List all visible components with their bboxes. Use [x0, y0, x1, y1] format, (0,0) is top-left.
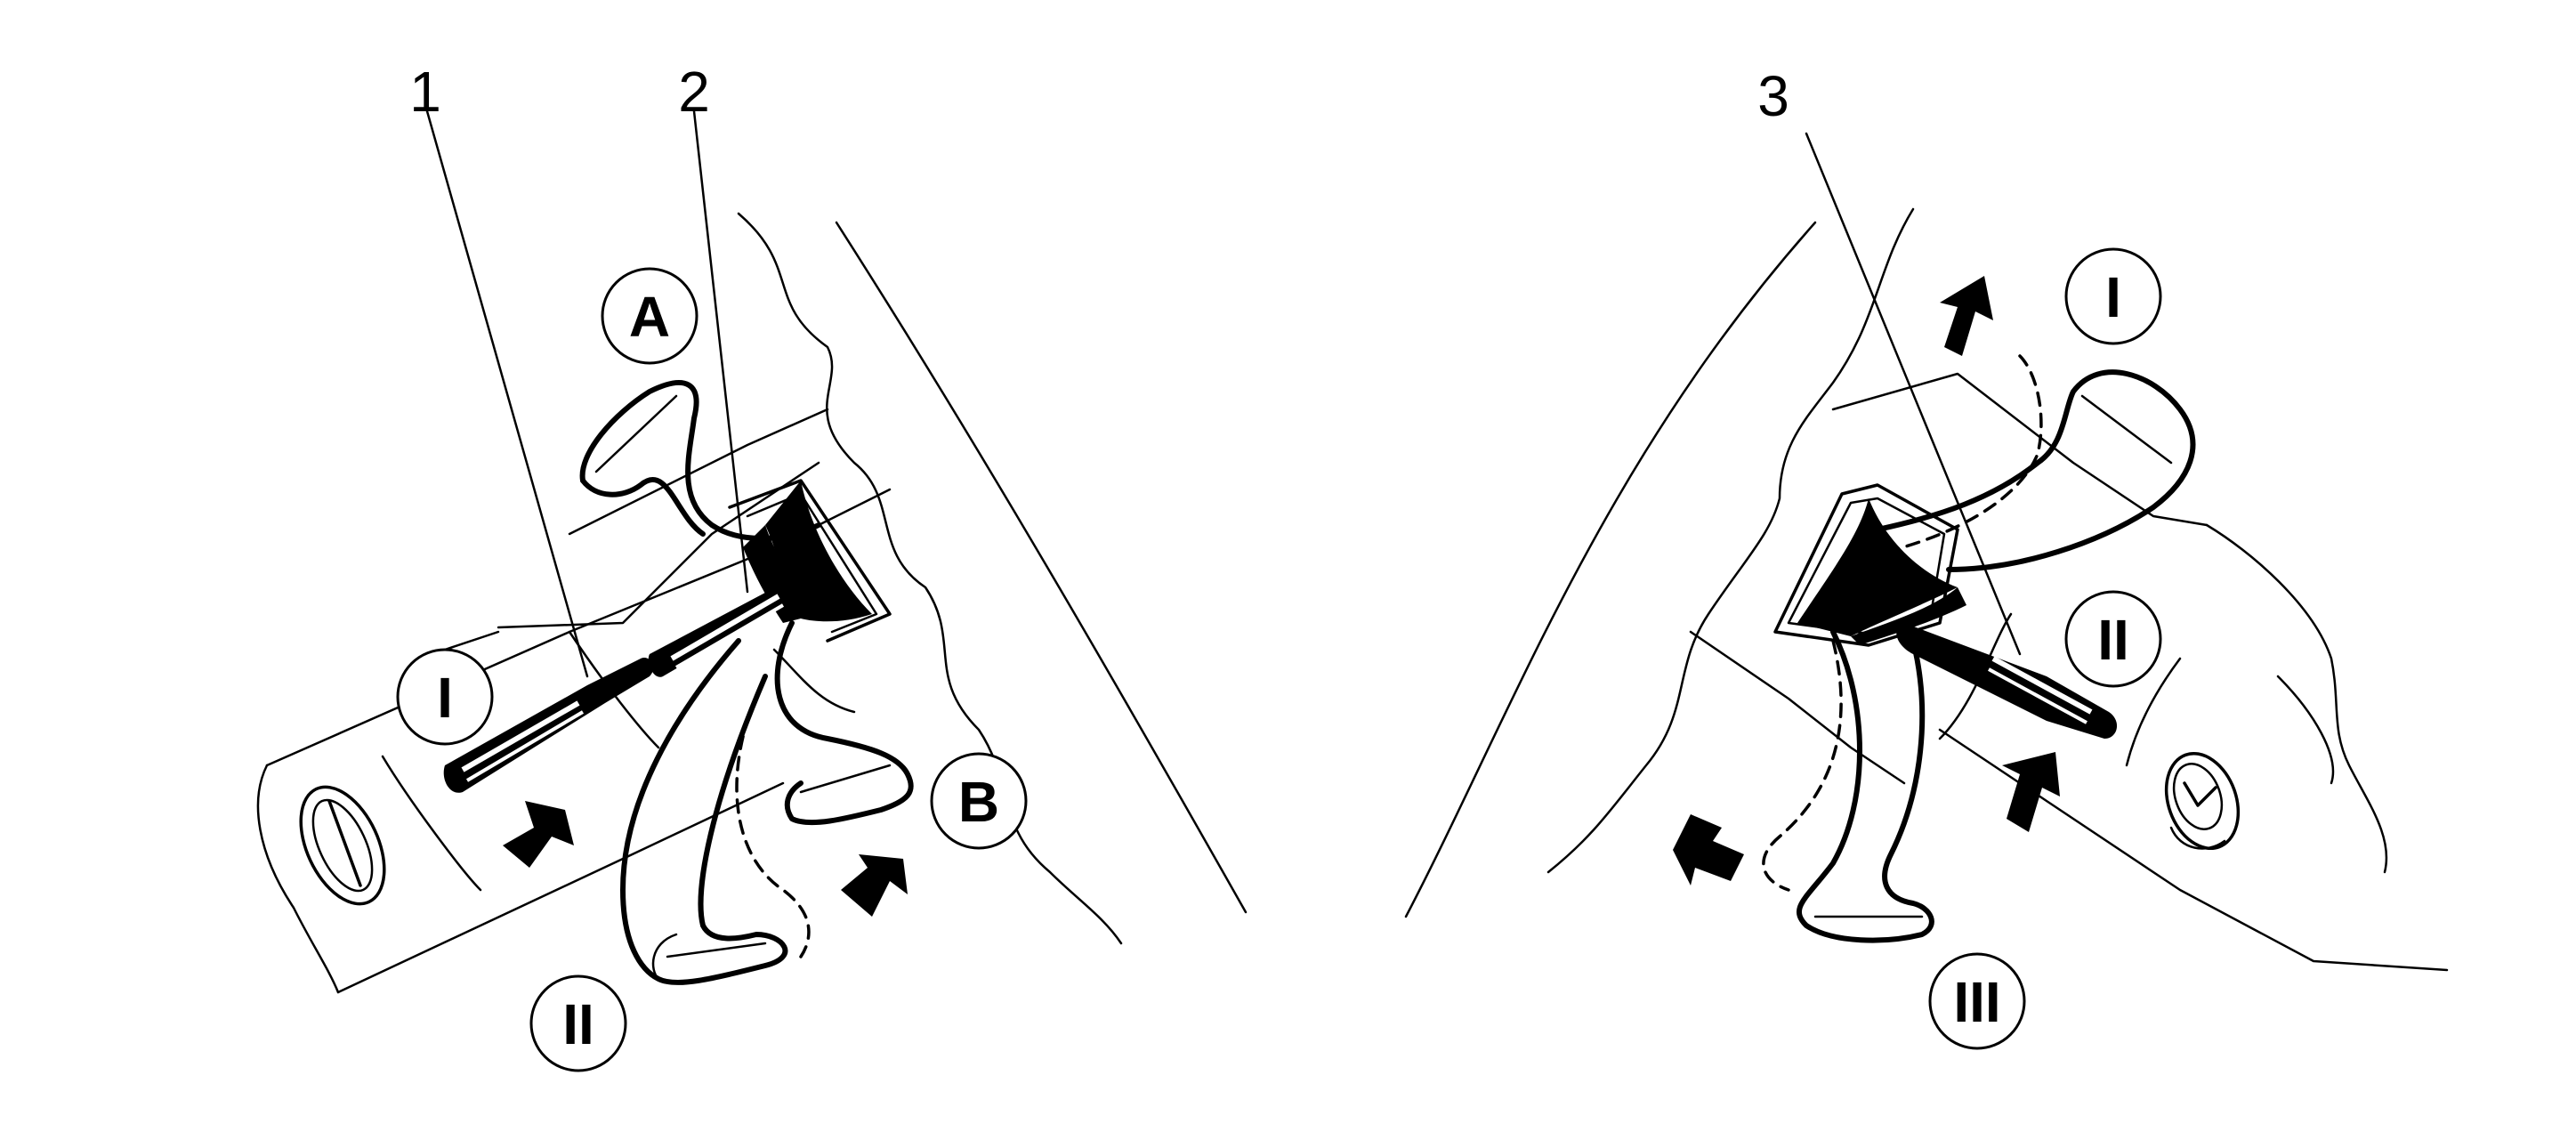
right-panel: 3 I II III [1404, 64, 2449, 1050]
left-small-lock [299, 785, 386, 906]
left-arrow-b-icon [841, 854, 908, 917]
right-label-iii: III [1928, 952, 2026, 1050]
left-label-ii: II [529, 974, 627, 1072]
right-label-i: I [2064, 247, 2162, 345]
key-1 [443, 658, 654, 793]
svg-text:A: A [629, 285, 670, 349]
lever-position-ii [620, 638, 811, 985]
left-lock-housing [728, 479, 892, 714]
right-arrow-i-icon [1940, 276, 1993, 356]
leader-line-3 [1805, 132, 2022, 656]
label-a: A [601, 267, 699, 365]
right-key [1896, 623, 2118, 739]
svg-text:II: II [2097, 608, 2129, 672]
right-small-lock [2164, 751, 2241, 851]
leader-line-2 [692, 109, 749, 594]
right-bodywork-lines [1404, 207, 2449, 972]
leader-line-1 [425, 109, 589, 678]
right-lever-position-iii [1762, 629, 1934, 943]
callout-3: 3 [1757, 64, 1789, 128]
right-lever-position-i [1875, 354, 2196, 572]
callout-2: 2 [678, 60, 710, 124]
right-central-lever [1797, 498, 1966, 645]
right-arrow-ii-icon [2002, 752, 2060, 832]
svg-text:I: I [437, 666, 453, 730]
left-arrow-i-icon [503, 801, 574, 868]
svg-text:II: II [562, 992, 594, 1056]
svg-text:III: III [1953, 970, 2000, 1034]
key-2 [648, 578, 805, 677]
right-arrow-iii-icon [1673, 814, 1744, 885]
right-label-ii: II [2064, 590, 2162, 688]
left-label-i: I [396, 648, 494, 746]
callout-1: 1 [409, 60, 441, 124]
label-b: B [930, 752, 1028, 850]
svg-text:I: I [2105, 265, 2121, 329]
svg-text:B: B [958, 770, 999, 834]
lever-position-b [774, 620, 914, 826]
left-panel: 1 2 A B I II [256, 60, 1248, 1072]
